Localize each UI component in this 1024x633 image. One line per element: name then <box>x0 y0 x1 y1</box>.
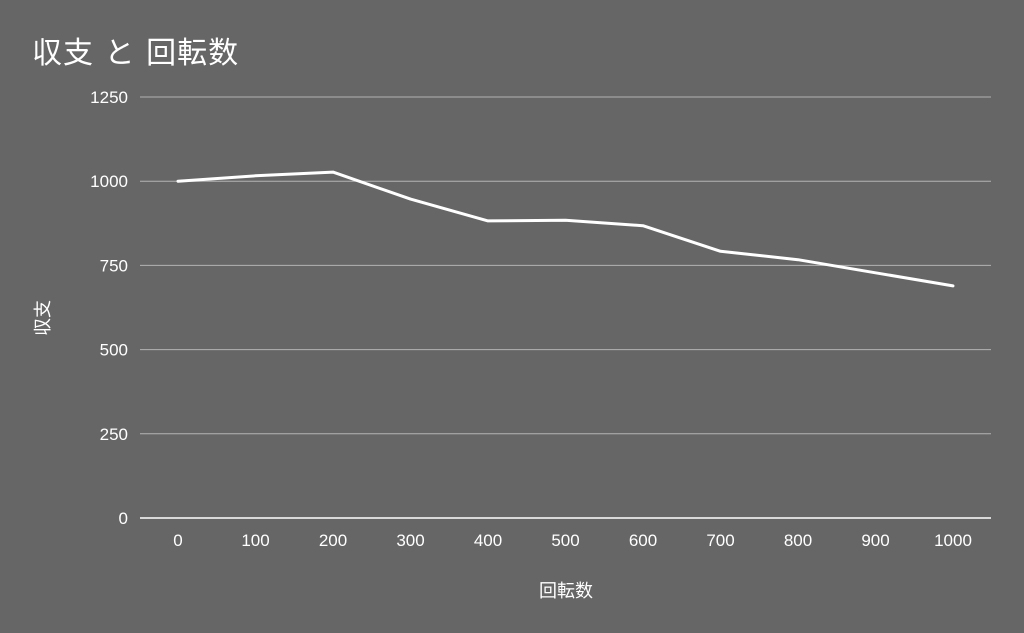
x-tick-label: 500 <box>551 531 579 550</box>
y-tick-label: 1250 <box>90 88 128 107</box>
y-tick-label: 0 <box>119 509 128 528</box>
x-axis-title: 回転数 <box>539 581 593 602</box>
y-tick-label: 1000 <box>90 172 128 191</box>
x-tick-label: 200 <box>319 531 347 550</box>
series-line <box>176 170 955 288</box>
x-axis-ticks: 0 100 200 300 400 500 600 700 800 900 1000 <box>173 531 972 550</box>
series-layer <box>176 170 955 288</box>
x-tick-label: 600 <box>629 531 657 550</box>
x-tick-label: 800 <box>784 531 812 550</box>
y-tick-label: 750 <box>100 256 128 275</box>
gridlines <box>140 96 991 435</box>
x-tick-label: 900 <box>861 531 889 550</box>
y-axis-ticks: 0 250 500 750 1000 1250 <box>90 88 128 528</box>
x-tick-label: 1000 <box>934 531 972 550</box>
x-tick-label: 300 <box>396 531 424 550</box>
y-tick-label: 500 <box>100 341 128 360</box>
y-axis-title: 収支 <box>33 300 54 336</box>
x-tick-label: 700 <box>706 531 734 550</box>
x-tick-label: 400 <box>474 531 502 550</box>
y-tick-label: 250 <box>100 425 128 444</box>
x-tick-label: 100 <box>241 531 269 550</box>
chart-title: 収支 と 回転数 <box>32 36 240 71</box>
x-tick-label: 0 <box>173 531 182 550</box>
